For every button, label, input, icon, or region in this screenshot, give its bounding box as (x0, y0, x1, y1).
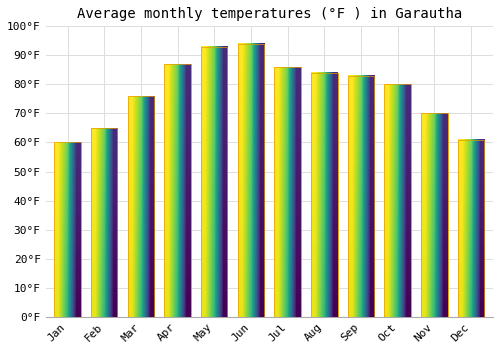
Bar (311, 73, 338, 317)
Bar (164, 64, 191, 317)
Bar (91, 128, 118, 317)
Bar (348, 76, 374, 317)
Bar (128, 96, 154, 317)
Bar (54, 142, 81, 317)
Bar (458, 140, 484, 317)
Bar (458, 140, 484, 317)
Bar (311, 73, 338, 317)
Bar (238, 44, 264, 317)
Bar (274, 67, 301, 317)
Bar (128, 96, 154, 317)
Bar (54, 142, 81, 317)
Bar (91, 128, 118, 317)
Bar (421, 113, 448, 317)
Bar (164, 64, 191, 317)
Bar (421, 113, 448, 317)
Bar (348, 76, 374, 317)
Bar (384, 84, 411, 317)
Bar (201, 47, 228, 317)
Bar (384, 84, 411, 317)
Title: Average monthly temperatures (°F ) in Garautha: Average monthly temperatures (°F ) in Ga… (76, 7, 462, 21)
Bar (201, 47, 228, 317)
Bar (238, 44, 264, 317)
Bar (274, 67, 301, 317)
